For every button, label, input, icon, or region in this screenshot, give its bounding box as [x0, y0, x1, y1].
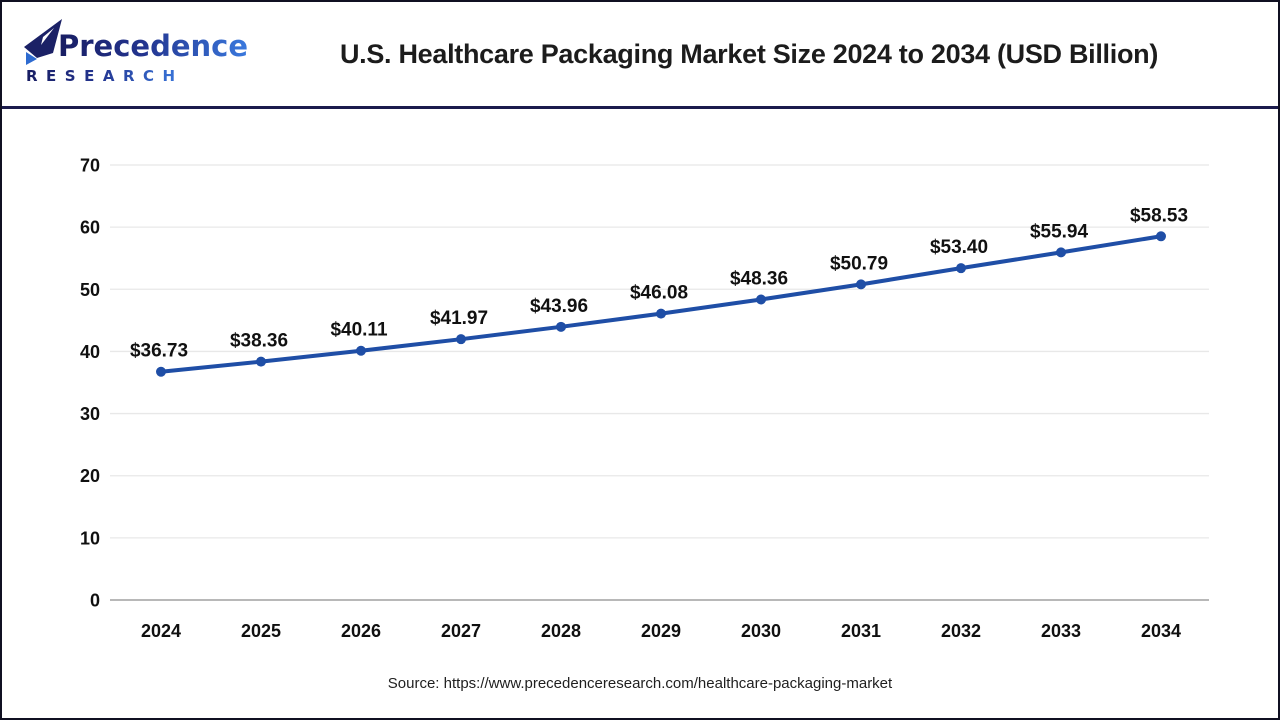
x-tick-label: 2034: [1141, 621, 1181, 641]
x-tick-label: 2033: [1041, 621, 1081, 641]
line-chart: 010203040506070$36.732024$38.362025$40.1…: [80, 156, 1209, 641]
x-tick-label: 2028: [541, 621, 581, 641]
data-point: [456, 334, 466, 345]
logo: Precedence RESEARCH: [2, 11, 250, 97]
data-label: $55.94: [1030, 221, 1089, 242]
y-tick-label: 20: [80, 466, 100, 486]
x-tick-label: 2027: [441, 621, 481, 641]
header: Precedence RESEARCH U.S. Healthcare Pack…: [2, 2, 1278, 109]
data-point: [856, 279, 866, 290]
logo-subtext: RESEARCH: [26, 67, 184, 85]
data-point: [1156, 231, 1166, 242]
data-label: $36.73: [130, 341, 188, 362]
data-label: $43.96: [530, 296, 588, 317]
data-label: $58.53: [1130, 205, 1188, 226]
data-point: [556, 321, 566, 332]
x-tick-label: 2032: [941, 621, 981, 641]
y-tick-label: 30: [80, 404, 100, 424]
chart-area: 0 10 20 30 40 50 60 70 $36.73 2024 $38.36 2025 $40.1…: [2, 109, 1278, 649]
data-point: [1056, 247, 1066, 258]
x-tick-label: 2026: [341, 621, 381, 641]
data-point: [256, 356, 266, 367]
data-point: [156, 366, 166, 377]
data-label: $46.08: [630, 283, 688, 304]
data-label: $48.36: [730, 268, 788, 289]
y-tick-label: 60: [80, 218, 100, 238]
page-title: U.S. Healthcare Packaging Market Size 20…: [339, 38, 1159, 69]
data-point: [756, 294, 766, 305]
paper-plane-icon: [24, 19, 62, 65]
x-tick-label: 2024: [141, 621, 181, 641]
y-tick-label: 70: [80, 156, 100, 176]
x-tick-label: 2031: [841, 621, 881, 641]
x-tick-label: 2029: [641, 621, 681, 641]
data-label: $50.79: [830, 253, 888, 274]
data-label: $40.11: [330, 320, 387, 341]
data-label: $41.97: [430, 308, 488, 329]
precedence-research-logo: Precedence RESEARCH: [24, 19, 248, 85]
data-label: $53.40: [930, 237, 988, 258]
x-tick-label: 2030: [741, 621, 781, 641]
data-point: [956, 263, 966, 274]
source-note: Source: https://www.precedenceresearch.c…: [387, 675, 893, 692]
logo-wordmark: Precedence: [58, 29, 248, 63]
y-tick-label: 40: [80, 342, 100, 362]
data-label: $38.36: [230, 331, 288, 352]
y-tick-label: 50: [80, 280, 100, 300]
data-point: [656, 308, 666, 319]
data-point: [356, 345, 366, 356]
x-tick-label: 2025: [241, 621, 281, 641]
y-tick-label: 10: [80, 528, 100, 548]
y-tick-label: 0: [90, 591, 100, 611]
